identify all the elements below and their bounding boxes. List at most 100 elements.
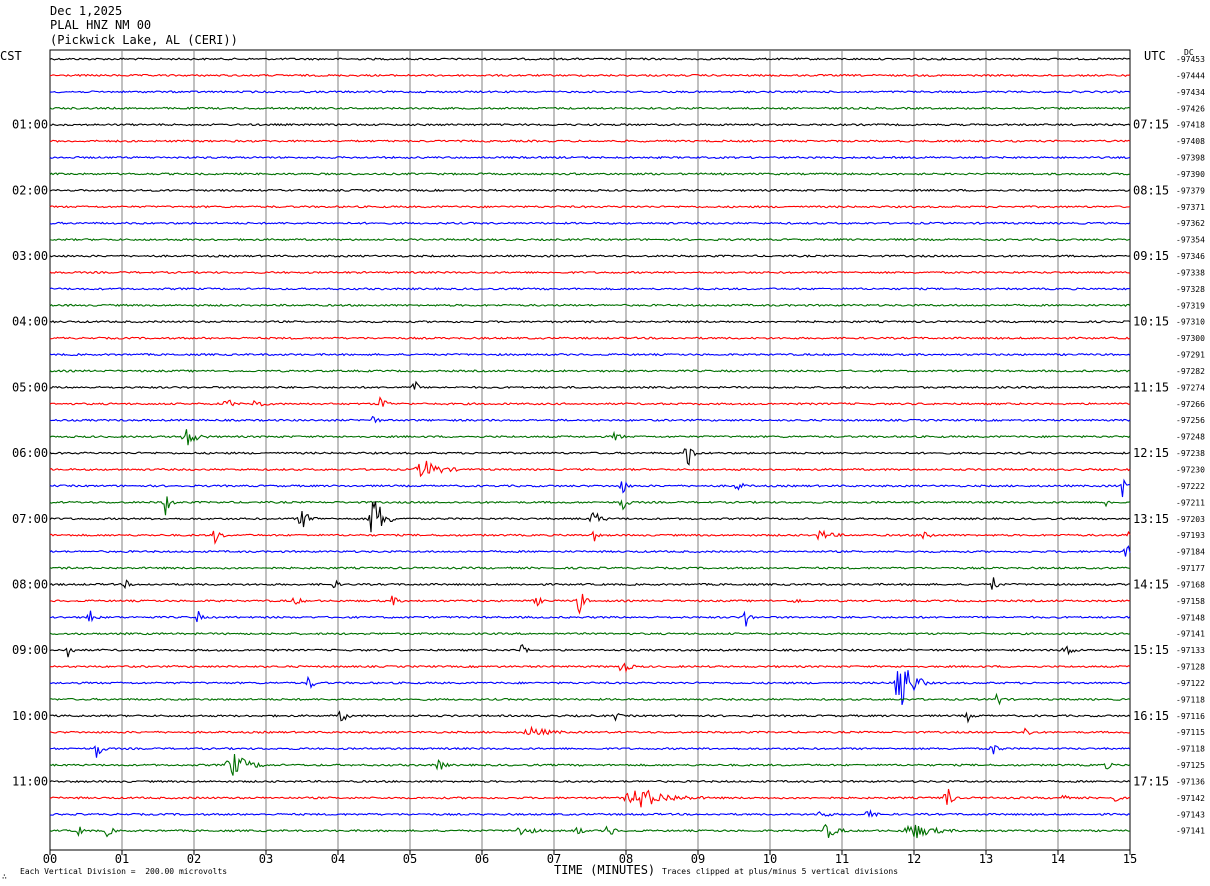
seismic-traces — [49, 57, 1131, 839]
x-tick-label: 15 — [1123, 852, 1137, 866]
trace-dc-label: -97408 — [1176, 137, 1205, 146]
seismic-trace — [49, 460, 1131, 478]
right-hour-label: 07:15 — [1133, 118, 1169, 132]
x-tick-label: 12 — [907, 852, 921, 866]
seismic-trace — [49, 823, 1131, 839]
seismic-trace — [49, 415, 1131, 424]
seismic-trace — [49, 139, 1131, 143]
trace-dc-label: -97115 — [1176, 728, 1205, 737]
x-tick-label: 07 — [547, 852, 561, 866]
left-hour-label: 08:00 — [12, 577, 48, 591]
seismic-trace — [49, 632, 1131, 636]
trace-dc-label: -97118 — [1176, 745, 1205, 754]
trace-dc-label: -97390 — [1176, 170, 1205, 179]
trace-dc-label: -97418 — [1176, 121, 1205, 130]
seismic-trace — [49, 106, 1131, 110]
x-tick-label: 05 — [403, 852, 417, 866]
x-tick-label: 01 — [115, 852, 129, 866]
seismic-trace — [49, 320, 1131, 324]
seismic-trace — [50, 692, 1131, 706]
seismic-trace — [49, 448, 1131, 466]
trace-dc-label: -97193 — [1176, 531, 1205, 540]
seismic-trace — [49, 155, 1131, 160]
left-hour-label: 06:00 — [12, 446, 48, 460]
left-hour-label: 07:00 — [12, 512, 48, 526]
seismic-trace — [49, 123, 1131, 127]
seismic-trace — [49, 369, 1131, 373]
seismic-trace — [49, 744, 1131, 758]
trace-dc-label: -97434 — [1176, 88, 1205, 97]
seismic-trace — [49, 90, 1131, 94]
seismic-trace — [49, 205, 1131, 209]
trace-dc-label: -97177 — [1176, 564, 1205, 573]
seismic-trace — [49, 809, 1131, 818]
trace-dc-label: -97116 — [1176, 712, 1205, 721]
right-hour-label: 10:15 — [1133, 315, 1169, 329]
left-hour-label: 01:00 — [12, 118, 48, 132]
seismic-trace — [49, 221, 1131, 225]
trace-dc-label: -97319 — [1176, 301, 1205, 310]
trace-dc-label: -97141 — [1176, 630, 1205, 639]
trace-dc-label: -97346 — [1176, 252, 1205, 261]
trace-dc-label: -97122 — [1176, 679, 1205, 688]
right-hour-label: 08:15 — [1133, 183, 1169, 197]
x-tick-label: 08 — [619, 852, 633, 866]
scale-note: Each Vertical Division = 200.00 microvol… — [20, 867, 228, 876]
left-hour-label: 02:00 — [12, 183, 48, 197]
seismic-trace — [49, 380, 1131, 390]
trace-dc-label: -97338 — [1176, 268, 1205, 277]
seismic-trace — [49, 670, 1131, 705]
trace-dc-label: -97379 — [1176, 186, 1205, 195]
x-tick-label: 14 — [1051, 852, 1065, 866]
seismic-trace — [49, 529, 1131, 545]
seismic-trace — [49, 610, 1131, 627]
x-tick-label: 11 — [835, 852, 849, 866]
x-axis-label: TIME (MINUTES) — [554, 863, 656, 877]
seismic-trace — [50, 593, 1131, 615]
seismic-trace — [49, 172, 1131, 176]
right-hour-label: 17:15 — [1133, 774, 1169, 788]
header-date: Dec 1,2025 — [50, 4, 123, 18]
x-tick-label: 10 — [763, 852, 777, 866]
left-hour-label: 10:00 — [12, 709, 48, 723]
seismic-trace — [49, 710, 1131, 724]
trace-dc-label: -97128 — [1176, 663, 1205, 672]
trace-dc-label: -97398 — [1176, 154, 1205, 163]
seismic-trace — [49, 496, 1131, 516]
trace-dc-label: -97362 — [1176, 219, 1205, 228]
seismic-trace — [49, 188, 1131, 193]
seismic-trace — [49, 270, 1131, 275]
trace-dc-label: -97238 — [1176, 449, 1205, 458]
right-hour-label: 14:15 — [1133, 577, 1169, 591]
plot-labels: 00 01 02 03 04 05 06 07 08 09 10 11 12 13 14 15 -97453 -9… — [12, 55, 1205, 866]
trace-dc-label: -97291 — [1176, 351, 1205, 360]
trace-dc-label: -97142 — [1176, 794, 1205, 803]
seismic-trace — [49, 779, 1131, 784]
seismic-trace — [49, 254, 1131, 258]
trace-dc-label: -97143 — [1176, 810, 1205, 819]
trace-dc-label: -97248 — [1176, 433, 1205, 442]
seismic-trace — [49, 754, 1131, 776]
plot-frame — [49, 49, 1131, 851]
seismic-trace — [49, 287, 1131, 291]
seismic-trace — [49, 73, 1131, 78]
x-tick-label: 00 — [43, 852, 57, 866]
left-hour-label: 11:00 — [12, 774, 48, 788]
x-tick-label: 02 — [187, 852, 201, 866]
seismic-trace — [49, 566, 1131, 570]
right-hour-label: 11:15 — [1133, 380, 1169, 394]
left-timezone-label: CST — [0, 49, 22, 63]
seismic-trace — [49, 577, 1130, 590]
trace-dc-label: -97274 — [1176, 383, 1205, 392]
right-hour-label: 15:15 — [1133, 643, 1169, 657]
seismic-trace — [49, 237, 1131, 242]
trace-dc-label: -97426 — [1176, 104, 1205, 113]
seismic-trace — [49, 352, 1131, 357]
trace-dc-label: -97354 — [1176, 236, 1205, 245]
clip-note: Traces clipped at plus/minus 5 vertical … — [662, 867, 899, 876]
seismic-trace — [49, 429, 1131, 446]
plot-grid — [49, 49, 1131, 855]
seismic-trace — [50, 662, 1131, 674]
station-location: (Pickwick Lake, AL (CERI)) — [50, 33, 238, 47]
